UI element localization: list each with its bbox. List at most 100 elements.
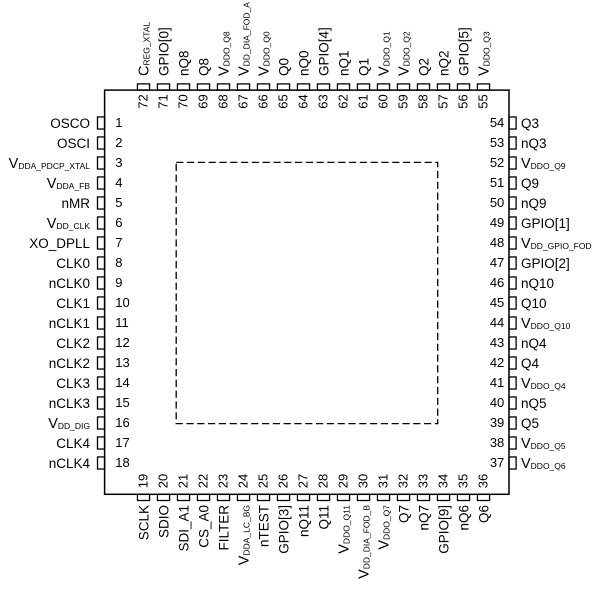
svg-text:nQ3: nQ3 xyxy=(521,136,547,151)
svg-text:54: 54 xyxy=(490,115,504,130)
svg-text:Q8: Q8 xyxy=(196,58,211,76)
svg-text:16: 16 xyxy=(115,415,129,430)
svg-text:nQ10: nQ10 xyxy=(521,276,554,291)
svg-text:CLK4: CLK4 xyxy=(56,436,90,451)
svg-text:VDDO_Q9: VDDO_Q9 xyxy=(521,156,566,172)
svg-text:SCLK: SCLK xyxy=(136,505,151,540)
svg-text:nCLK2: nCLK2 xyxy=(49,356,90,371)
svg-text:15: 15 xyxy=(115,395,129,410)
svg-text:SDI_A1: SDI_A1 xyxy=(176,505,191,552)
svg-text:CLK3: CLK3 xyxy=(56,376,90,391)
svg-text:58: 58 xyxy=(416,94,431,108)
svg-text:nQ8: nQ8 xyxy=(176,50,191,76)
svg-text:59: 59 xyxy=(396,94,411,108)
svg-text:CLK1: CLK1 xyxy=(56,296,90,311)
svg-text:8: 8 xyxy=(115,255,122,270)
svg-text:Q10: Q10 xyxy=(521,296,547,311)
svg-text:VDD_DIG: VDD_DIG xyxy=(48,416,90,432)
svg-text:VDDA_PDCP_XTAL: VDDA_PDCP_XTAL xyxy=(9,156,91,172)
svg-text:FILTER: FILTER xyxy=(216,505,231,551)
svg-text:29: 29 xyxy=(336,474,351,488)
svg-text:5: 5 xyxy=(115,195,122,210)
svg-text:30: 30 xyxy=(356,474,371,488)
svg-text:2: 2 xyxy=(115,135,122,150)
svg-text:GPIO[9]: GPIO[9] xyxy=(436,505,451,554)
svg-text:XO_DPLL: XO_DPLL xyxy=(29,236,90,251)
svg-text:1: 1 xyxy=(115,115,122,130)
svg-text:nCLK3: nCLK3 xyxy=(49,396,90,411)
svg-text:GPIO[5]: GPIO[5] xyxy=(456,27,471,76)
svg-text:27: 27 xyxy=(296,474,311,488)
svg-text:21: 21 xyxy=(176,474,191,488)
svg-text:65: 65 xyxy=(276,94,291,108)
svg-text:33: 33 xyxy=(416,474,431,488)
svg-text:Q0: Q0 xyxy=(276,58,291,76)
svg-text:Q11: Q11 xyxy=(316,505,331,530)
svg-text:nCLK0: nCLK0 xyxy=(49,276,90,291)
svg-text:25: 25 xyxy=(256,474,271,488)
svg-text:14: 14 xyxy=(115,375,129,390)
svg-text:7: 7 xyxy=(115,235,122,250)
svg-text:nQ6: nQ6 xyxy=(456,505,471,531)
svg-text:55: 55 xyxy=(476,94,491,108)
svg-text:62: 62 xyxy=(336,94,351,108)
svg-text:Q1: Q1 xyxy=(356,58,371,76)
svg-text:37: 37 xyxy=(490,455,504,470)
svg-text:70: 70 xyxy=(176,94,191,108)
svg-text:nQ7: nQ7 xyxy=(416,505,431,531)
svg-text:VDD_DIA_FOD_B: VDD_DIA_FOD_B xyxy=(356,505,372,579)
svg-text:63: 63 xyxy=(316,94,331,108)
svg-text:26: 26 xyxy=(276,474,291,488)
svg-text:13: 13 xyxy=(115,355,129,370)
svg-text:VDDO_Q10: VDDO_Q10 xyxy=(521,316,571,332)
svg-text:23: 23 xyxy=(216,474,231,488)
svg-text:28: 28 xyxy=(316,474,331,488)
svg-text:34: 34 xyxy=(436,474,451,488)
svg-text:VDDO_Q0: VDDO_Q0 xyxy=(256,31,272,76)
svg-text:50: 50 xyxy=(490,195,504,210)
svg-text:18: 18 xyxy=(115,455,129,470)
svg-text:48: 48 xyxy=(490,235,504,250)
svg-text:VDDO_Q6: VDDO_Q6 xyxy=(521,456,566,472)
svg-text:32: 32 xyxy=(396,474,411,488)
svg-text:CLK2: CLK2 xyxy=(56,336,90,351)
svg-text:GPIO[2]: GPIO[2] xyxy=(521,256,570,271)
svg-text:VDD_DIA_FOD_A: VDD_DIA_FOD_A xyxy=(236,2,252,76)
svg-text:49: 49 xyxy=(490,215,504,230)
svg-text:24: 24 xyxy=(236,474,251,488)
svg-text:VDD_CLK: VDD_CLK xyxy=(47,216,91,232)
svg-text:66: 66 xyxy=(256,94,271,108)
svg-text:nQ0: nQ0 xyxy=(296,50,311,76)
svg-text:60: 60 xyxy=(376,94,391,108)
svg-text:Q6: Q6 xyxy=(476,505,491,523)
svg-text:47: 47 xyxy=(490,255,504,270)
svg-text:6: 6 xyxy=(115,215,122,230)
svg-text:31: 31 xyxy=(376,474,391,488)
svg-text:nTEST: nTEST xyxy=(256,505,271,547)
svg-text:CREG_XTAL: CREG_XTAL xyxy=(136,21,152,76)
svg-text:56: 56 xyxy=(456,94,471,108)
svg-text:69: 69 xyxy=(196,94,211,108)
svg-text:Q5: Q5 xyxy=(521,416,539,431)
svg-text:44: 44 xyxy=(490,315,504,330)
svg-text:45: 45 xyxy=(490,295,504,310)
svg-text:VDDO_Q1: VDDO_Q1 xyxy=(376,31,392,76)
svg-text:68: 68 xyxy=(216,94,231,108)
svg-text:CLK0: CLK0 xyxy=(56,256,90,271)
svg-text:52: 52 xyxy=(490,155,504,170)
svg-text:VDD_GPIO_FOD: VDD_GPIO_FOD xyxy=(521,236,592,252)
svg-text:12: 12 xyxy=(115,335,129,350)
svg-text:OSCI: OSCI xyxy=(57,136,90,151)
svg-text:GPIO[0]: GPIO[0] xyxy=(156,27,171,76)
svg-text:nCLK1: nCLK1 xyxy=(49,316,90,331)
svg-text:61: 61 xyxy=(356,94,371,108)
svg-text:38: 38 xyxy=(490,435,504,450)
svg-text:4: 4 xyxy=(115,175,122,190)
svg-text:VDDO_Q3: VDDO_Q3 xyxy=(476,31,492,76)
svg-text:GPIO[1]: GPIO[1] xyxy=(521,216,570,231)
svg-text:VDDA_FB: VDDA_FB xyxy=(47,176,91,192)
svg-text:72: 72 xyxy=(136,94,151,108)
svg-text:40: 40 xyxy=(490,395,504,410)
svg-text:nQ9: nQ9 xyxy=(521,196,547,211)
svg-text:46: 46 xyxy=(490,275,504,290)
